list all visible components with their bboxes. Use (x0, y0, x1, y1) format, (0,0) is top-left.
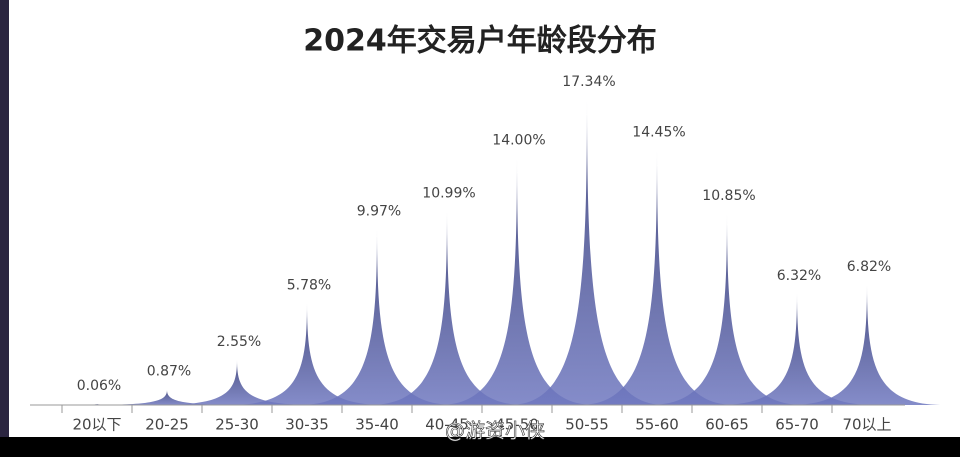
x-tick-label: 25-30 (215, 416, 259, 434)
value-label: 6.82% (847, 259, 891, 275)
plot (19, 99, 945, 405)
value-label: 17.34% (562, 74, 615, 90)
value-label: 0.06% (77, 378, 121, 394)
x-tick-label: 30-35 (285, 416, 329, 434)
x-tick-label: 35-40 (355, 416, 399, 434)
spike (789, 284, 945, 405)
spike (89, 389, 245, 405)
value-label: 14.00% (492, 133, 545, 149)
value-label: 14.45% (632, 125, 685, 141)
x-tick-label: 20以下 (72, 416, 121, 434)
x-tick-label: 60-65 (705, 416, 749, 434)
value-label: 5.78% (287, 277, 331, 293)
value-label: 6.32% (777, 268, 821, 284)
value-label: 0.87% (147, 364, 191, 380)
spike (19, 403, 175, 405)
spike (439, 158, 595, 405)
left-border (0, 0, 9, 437)
x-tick-label: 55-60 (635, 416, 679, 434)
x-tick-label: 65-70 (775, 416, 819, 434)
bottom-band (0, 437, 960, 457)
value-label: 9.97% (357, 204, 401, 220)
x-tick-label: 20-25 (145, 416, 189, 434)
chart-title: 2024年交易户年龄段分布 (303, 24, 657, 59)
x-tick-label: 50-55 (565, 416, 609, 434)
spike (579, 150, 735, 405)
spike (229, 303, 385, 405)
x-tick-label: 45-50 (495, 416, 539, 434)
watermark: @游资小侠 (445, 419, 545, 443)
x-tick-label: 70以上 (842, 416, 891, 434)
x-tick-label: 40-45 (425, 416, 469, 434)
value-label: 2.55% (217, 334, 261, 350)
value-label: 10.99% (422, 186, 475, 202)
spike (369, 211, 525, 405)
spike (649, 214, 805, 405)
spike (299, 229, 455, 405)
spike (719, 293, 875, 405)
spike (509, 99, 665, 405)
spike (159, 360, 315, 405)
value-label: 10.85% (702, 188, 755, 204)
